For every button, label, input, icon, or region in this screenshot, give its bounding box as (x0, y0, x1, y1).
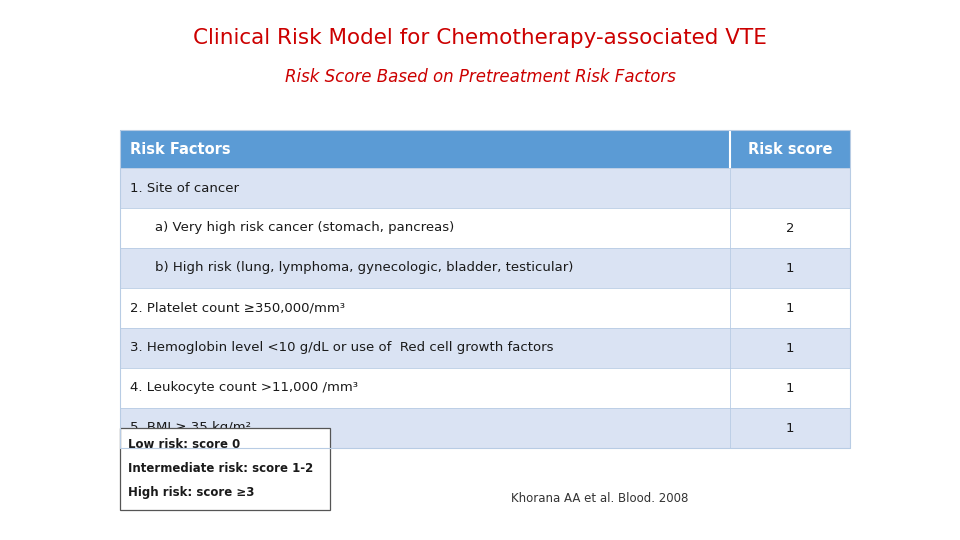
Text: Risk score: Risk score (748, 141, 832, 157)
Text: High risk: score ≥3: High risk: score ≥3 (128, 486, 254, 499)
Text: 5. BMI ≥ 35 kg/m²: 5. BMI ≥ 35 kg/m² (130, 422, 251, 435)
Bar (120, 168, 850, 208)
Text: Clinical Risk Model for Chemotherapy-associated VTE: Clinical Risk Model for Chemotherapy-ass… (193, 28, 767, 48)
Bar (120, 248, 850, 288)
Text: 2: 2 (785, 221, 794, 234)
Text: 4. Leukocyte count >11,000 /mm³: 4. Leukocyte count >11,000 /mm³ (130, 381, 358, 395)
Text: Intermediate risk: score 1-2: Intermediate risk: score 1-2 (128, 462, 313, 475)
Bar (120, 428, 330, 510)
Text: 1: 1 (785, 422, 794, 435)
Bar (120, 130, 850, 448)
Text: 1. Site of cancer: 1. Site of cancer (130, 181, 239, 194)
Bar (120, 208, 850, 248)
Text: Risk Factors: Risk Factors (130, 141, 230, 157)
Text: 1: 1 (785, 301, 794, 314)
Bar (120, 328, 850, 368)
Text: 1: 1 (785, 341, 794, 354)
Text: Low risk: score 0: Low risk: score 0 (128, 438, 240, 451)
Text: Risk Score Based on Pretreatment Risk Factors: Risk Score Based on Pretreatment Risk Fa… (284, 68, 676, 86)
Text: 3. Hemoglobin level <10 g/dL or use of  Red cell growth factors: 3. Hemoglobin level <10 g/dL or use of R… (130, 341, 554, 354)
Text: a) Very high risk cancer (stomach, pancreas): a) Very high risk cancer (stomach, pancr… (155, 221, 454, 234)
Bar (120, 368, 850, 408)
Text: 1: 1 (785, 261, 794, 274)
Text: Khorana AA et al. Blood. 2008: Khorana AA et al. Blood. 2008 (512, 491, 688, 504)
Text: 1: 1 (785, 381, 794, 395)
Bar (120, 130, 850, 168)
Text: 2. Platelet count ≥350,000/mm³: 2. Platelet count ≥350,000/mm³ (130, 301, 345, 314)
Text: b) High risk (lung, lymphoma, gynecologic, bladder, testicular): b) High risk (lung, lymphoma, gynecologi… (155, 261, 573, 274)
Bar (120, 288, 850, 328)
Bar (120, 408, 850, 448)
